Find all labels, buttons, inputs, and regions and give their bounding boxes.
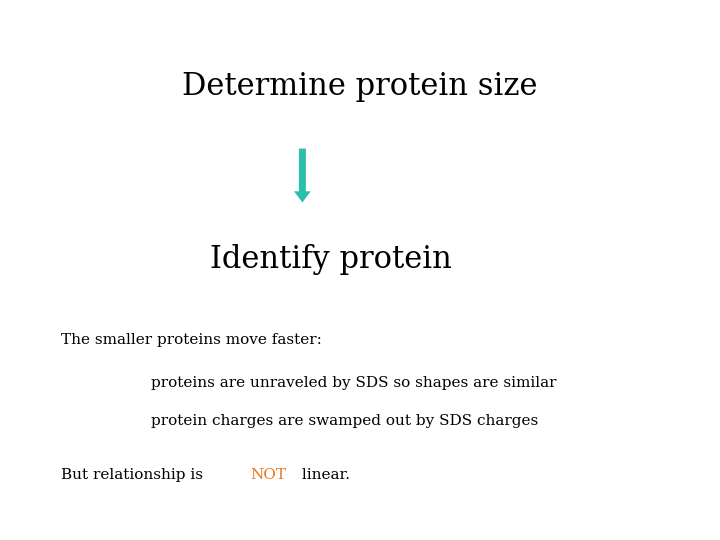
Text: proteins are unraveled by SDS so shapes are similar: proteins are unraveled by SDS so shapes … bbox=[151, 376, 557, 390]
Text: NOT: NOT bbox=[251, 468, 287, 482]
FancyArrowPatch shape bbox=[294, 148, 311, 202]
Text: linear.: linear. bbox=[297, 468, 350, 482]
Text: The smaller proteins move faster:: The smaller proteins move faster: bbox=[61, 333, 322, 347]
Text: protein charges are swamped out by SDS charges: protein charges are swamped out by SDS c… bbox=[151, 414, 539, 428]
Text: But relationship is: But relationship is bbox=[61, 468, 208, 482]
Text: Determine protein size: Determine protein size bbox=[182, 71, 538, 102]
Text: Identify protein: Identify protein bbox=[210, 244, 452, 275]
